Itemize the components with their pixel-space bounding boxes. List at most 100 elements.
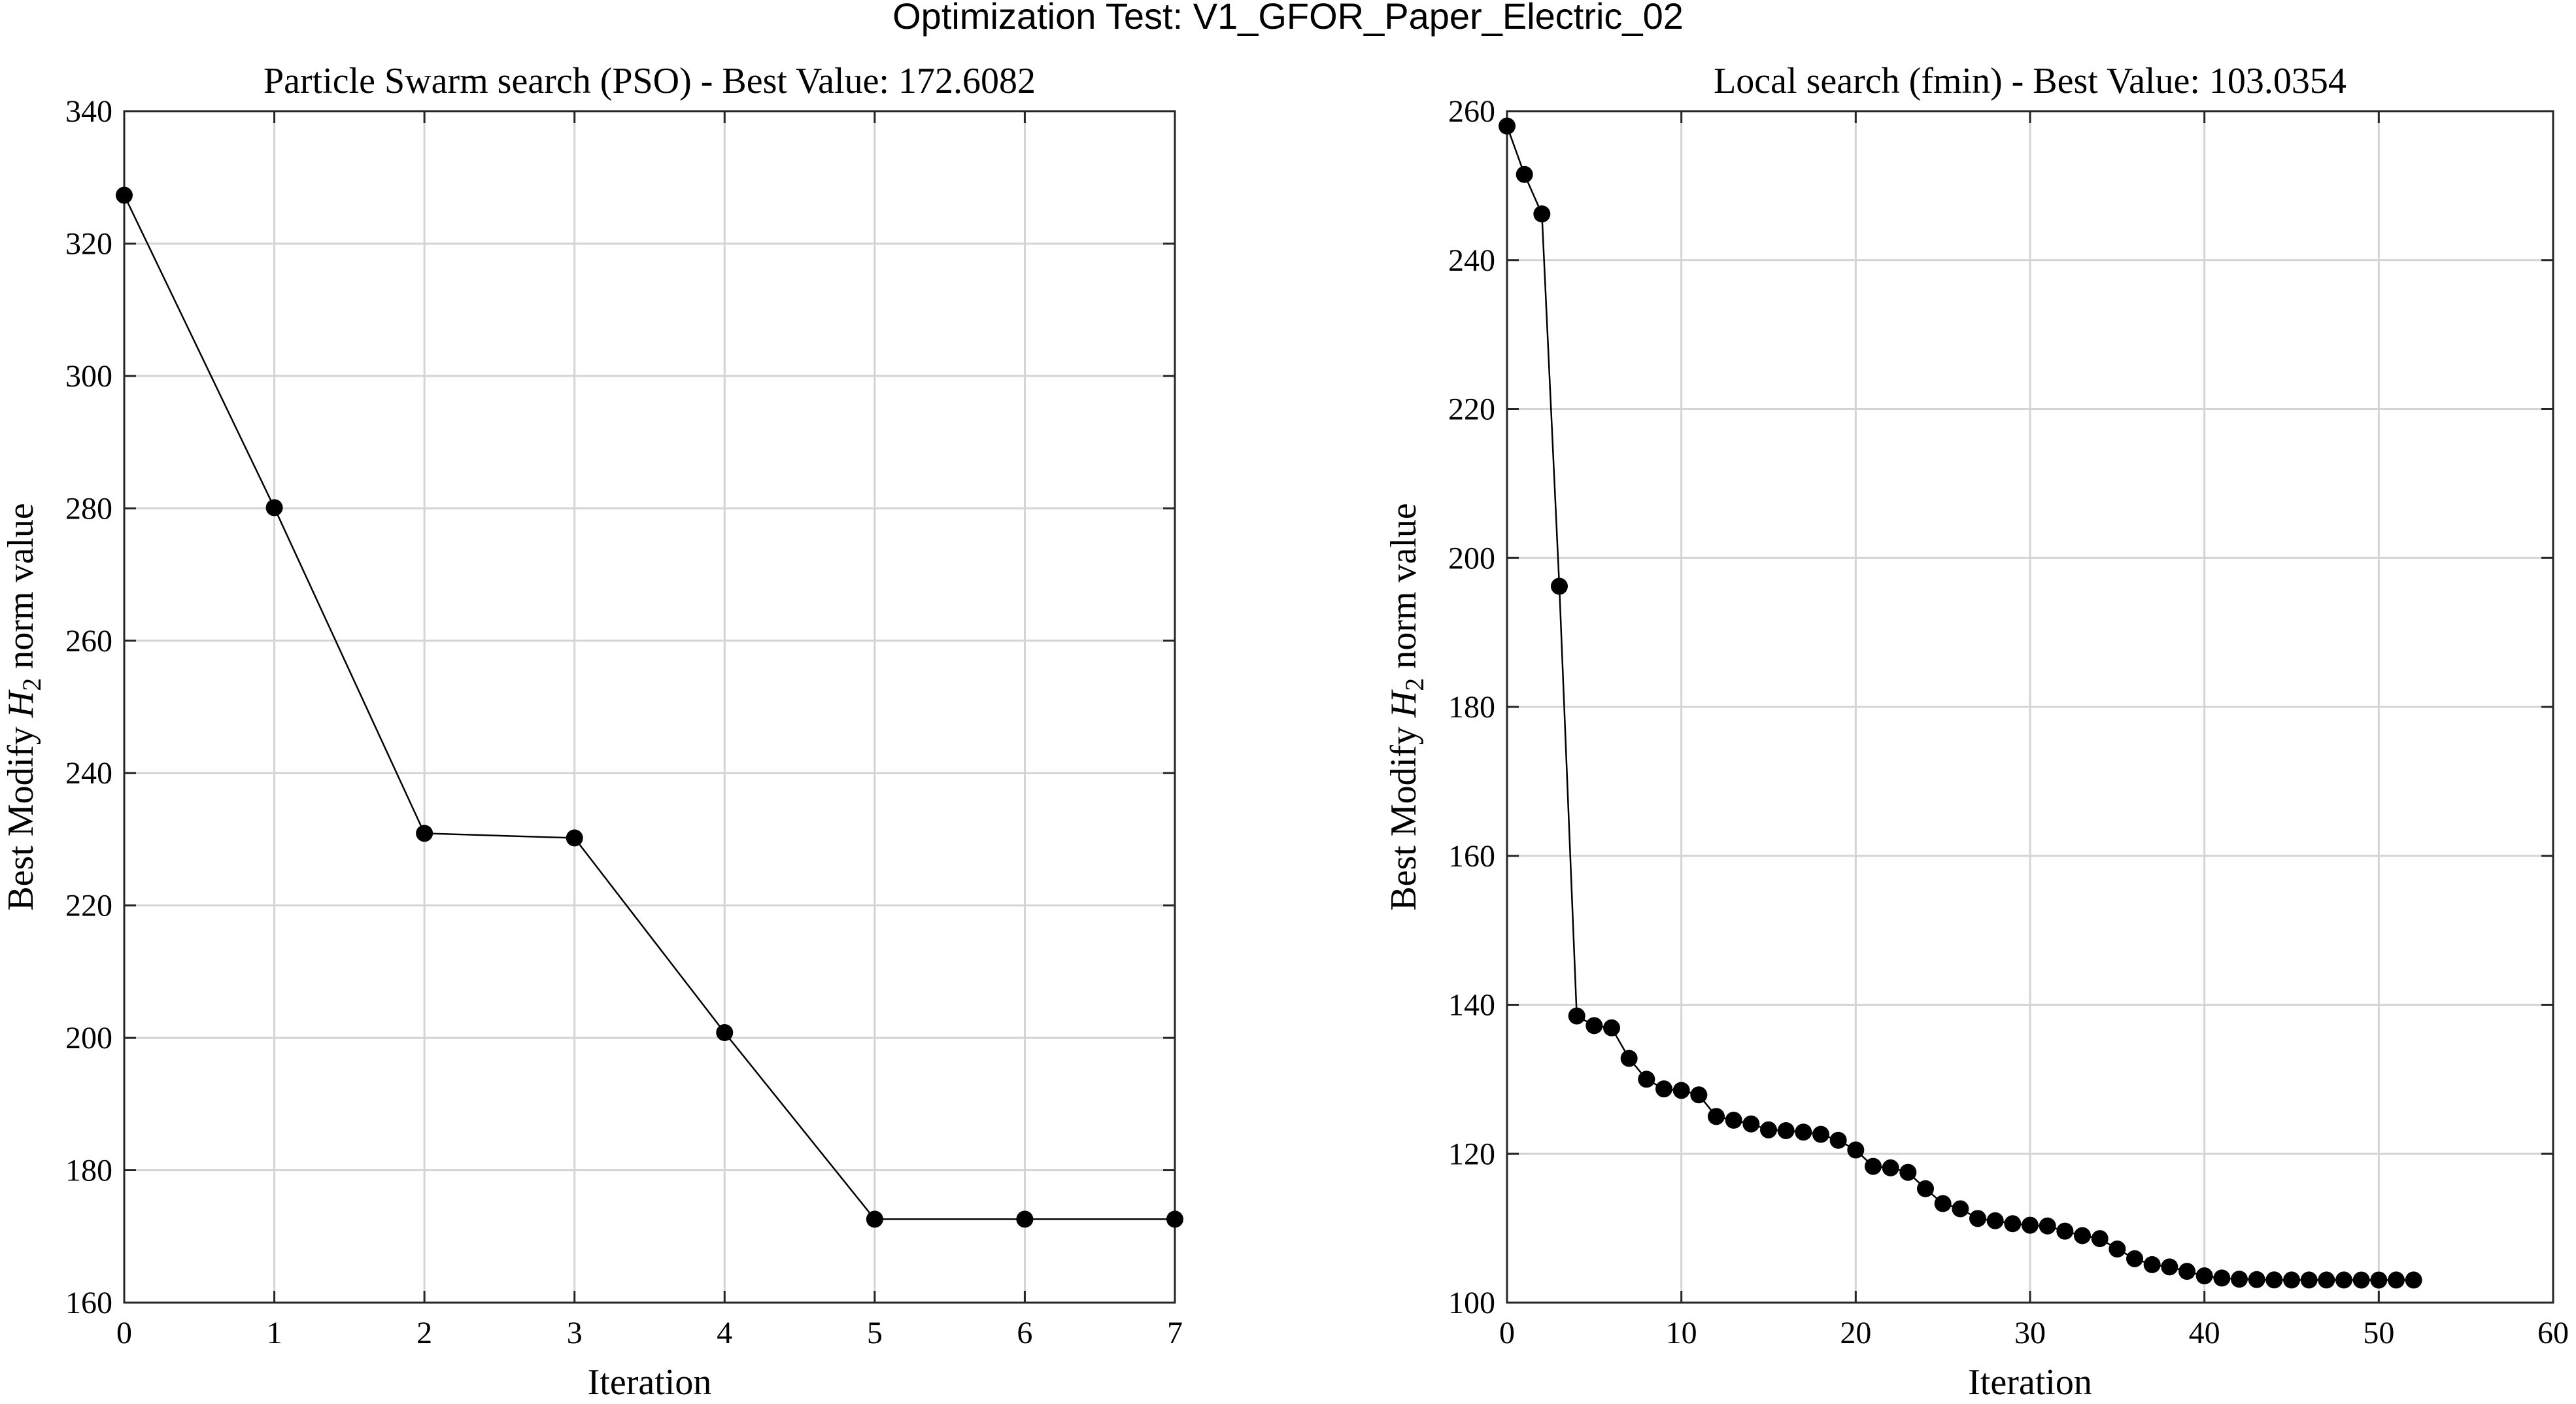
fmin-data-point [1882,1159,1899,1176]
pso-ytick-label: 340 [65,94,112,129]
fmin-data-point [1533,205,1551,223]
pso-data-point [1166,1210,1183,1228]
fmin-data-point [1620,1050,1638,1067]
fmin-data-point [2143,1256,2161,1273]
fmin-data-point [1638,1070,1655,1088]
pso-series-line [123,195,1175,1220]
fmin-ylabel-prefix: Best Modify [1383,717,1424,911]
fmin-data-point [2074,1227,2091,1244]
fmin-data-point [2265,1271,2283,1289]
pso-xtick-label: 4 [717,1316,732,1350]
fmin-data-point [1655,1080,1672,1098]
fmin-data-point [1917,1180,1934,1197]
fmin-data-point [1516,165,1533,183]
fmin-data-point [1899,1163,1917,1181]
pso-ytick-label: 220 [65,889,112,923]
fmin-ytick-label: 200 [1448,541,1495,575]
fmin-data-point [2022,1216,2039,1234]
fmin-data-point [1690,1086,1708,1104]
fmin-xtick-label: 60 [2537,1316,2569,1350]
fmin-data-point [2213,1269,2231,1287]
fmin-data-point [2195,1267,2213,1285]
pso-ytick-label: 320 [65,226,112,261]
fmin-data-point [1986,1212,2004,1229]
fmin-data-point [2405,1271,2422,1289]
pso-ytick-label: 280 [65,491,112,526]
pso-ylabel-sub: 2 [17,678,46,691]
fmin-data-point [1499,117,1516,135]
pso-ylabel-prefix: Best Modify [1,717,41,911]
fmin-data-point [2248,1271,2265,1288]
fmin-data-point [1742,1115,1760,1133]
pso-data-point [1016,1210,1034,1228]
pso-ytick-label: 240 [65,756,112,791]
pso-xtick-label: 0 [116,1316,132,1350]
fmin-data-point [2231,1271,2248,1288]
fmin-data-point [1952,1200,1969,1218]
fmin-x-axis-label: Iteration [1968,1362,2092,1403]
pso-data-point [116,186,133,204]
fmin-data-point [2004,1215,2022,1233]
fmin-data-point [2126,1250,2143,1267]
pso-data-point [716,1024,734,1042]
fmin-data-point [1551,577,1568,595]
fmin-chart: 0 10 20 30 40 50 60 100 120 140 160 180 200 220 240 260… [1383,61,2569,1403]
fmin-data-point [1708,1108,1725,1125]
fmin-data-point [1585,1017,1603,1035]
fmin-data-point [1934,1195,1952,1212]
fmin-data-point [2370,1271,2388,1289]
pso-xtick-label: 2 [416,1316,432,1350]
pso-data-point [866,1210,883,1228]
fmin-data-point [1725,1112,1742,1129]
pso-ytick-label: 260 [65,624,112,659]
pso-y-axis-label: Best Modify H2 norm value [1,503,46,911]
pso-ytick-label: 200 [65,1021,112,1055]
fmin-data-point [2352,1271,2370,1289]
fmin-ytick-label: 220 [1448,392,1495,427]
fmin-data-point [2091,1230,2109,1248]
fmin-data-point [1760,1121,1777,1139]
fmin-data-point [2388,1271,2405,1289]
fmin-xtick-label: 50 [2363,1316,2394,1350]
fmin-data-point [1829,1131,1847,1149]
fmin-ytick-label: 120 [1448,1137,1495,1171]
fmin-data-point [1969,1210,1986,1227]
fmin-xtick-label: 30 [2014,1316,2046,1350]
fmin-data-point [2161,1258,2178,1276]
fmin-ytick-label: 160 [1448,839,1495,874]
fmin-ylabel-sub: 2 [1400,678,1429,691]
pso-ytick-label: 160 [65,1286,112,1320]
fmin-ytick-label: 260 [1448,94,1495,129]
fmin-data-point [1847,1141,1865,1159]
pso-xtick-label: 1 [267,1316,282,1350]
fmin-data-point [2300,1271,2318,1289]
fmin-data-point [2335,1271,2352,1289]
fmin-data-point [2178,1263,2195,1280]
fmin-data-point [2039,1217,2056,1235]
pso-ylabel-suffix: norm value [1,503,41,677]
fmin-ytick-label: 240 [1448,243,1495,278]
pso-xtick-label: 6 [1017,1316,1032,1350]
pso-ytick-label: 300 [65,359,112,394]
pso-xtick-label: 5 [867,1316,883,1350]
fmin-data-point [1672,1082,1690,1099]
pso-x-axis-label: Iteration [588,1362,712,1403]
fmin-data-point [2283,1271,2300,1289]
fmin-data-point [1568,1007,1585,1025]
fmin-xtick-label: 20 [1840,1316,1871,1350]
fmin-ytick-label: 180 [1448,690,1495,725]
pso-axes-box [123,110,1176,1304]
pso-data-point [566,829,583,847]
fmin-xtick-label: 0 [1499,1316,1515,1350]
fmin-ylabel-var: H [1383,689,1424,718]
pso-plot-area [124,111,1175,1303]
pso-chart-title: Particle Swarm search (PSO) - Best Value… [263,61,1036,101]
fmin-data-point [2318,1271,2335,1289]
fmin-data-point [2056,1222,2074,1240]
pso-xtick-label: 7 [1167,1316,1183,1350]
pso-data-point [416,825,433,842]
fmin-data-point [1777,1121,1795,1139]
fmin-y-axis-label: Best Modify H2 norm value [1383,503,1429,911]
pso-xtick-label: 3 [567,1316,583,1350]
fmin-xtick-label: 10 [1666,1316,1697,1350]
